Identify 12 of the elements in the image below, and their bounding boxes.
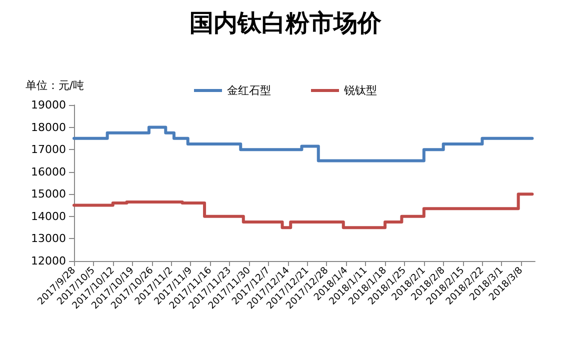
y-axis-title: 单位：元/吨 — [25, 79, 84, 92]
y-tick-label: 17000 — [31, 143, 66, 156]
y-tick-label: 16000 — [31, 165, 66, 178]
y-tick-label: 14000 — [31, 210, 66, 223]
legend-label: 锐钛型 — [343, 84, 377, 97]
y-tick-label: 19000 — [31, 98, 66, 112]
legend-label: 金红石型 — [227, 84, 271, 97]
y-tick-label: 12000 — [31, 254, 66, 268]
y-tick-label: 15000 — [31, 188, 66, 201]
chart-title: 国内钛白粉市场价 — [190, 9, 382, 37]
y-tick-label: 13000 — [31, 232, 66, 246]
y-tick-label: 18000 — [31, 120, 66, 134]
